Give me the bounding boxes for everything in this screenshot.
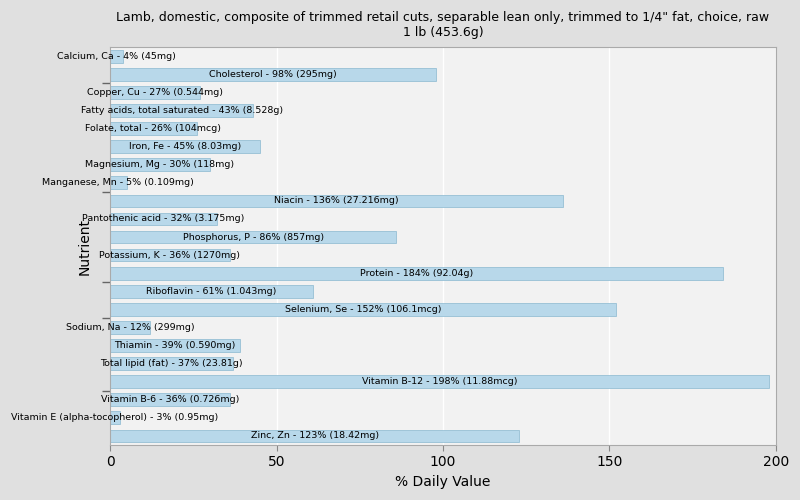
- Bar: [110, 104, 254, 117]
- Text: Riboflavin - 61% (1.043mg): Riboflavin - 61% (1.043mg): [146, 287, 277, 296]
- Text: Zinc, Zn - 123% (18.42mg): Zinc, Zn - 123% (18.42mg): [250, 432, 379, 440]
- Bar: [110, 321, 150, 334]
- Bar: [110, 394, 230, 406]
- Bar: [110, 230, 396, 243]
- Text: Vitamin B-12 - 198% (11.88mcg): Vitamin B-12 - 198% (11.88mcg): [362, 377, 518, 386]
- Bar: [110, 50, 123, 62]
- Text: Calcium, Ca - 4% (45mg): Calcium, Ca - 4% (45mg): [58, 52, 176, 61]
- X-axis label: % Daily Value: % Daily Value: [395, 475, 490, 489]
- Text: Total lipid (fat) - 37% (23.81g): Total lipid (fat) - 37% (23.81g): [100, 359, 243, 368]
- Bar: [110, 357, 234, 370]
- Text: Magnesium, Mg - 30% (118mg): Magnesium, Mg - 30% (118mg): [86, 160, 234, 169]
- Bar: [110, 176, 126, 189]
- Text: Copper, Cu - 27% (0.544mg): Copper, Cu - 27% (0.544mg): [87, 88, 223, 97]
- Text: Vitamin E (alpha-tocopherol) - 3% (0.95mg): Vitamin E (alpha-tocopherol) - 3% (0.95m…: [11, 414, 218, 422]
- Text: Sodium, Na - 12% (299mg): Sodium, Na - 12% (299mg): [66, 323, 194, 332]
- Bar: [110, 68, 436, 80]
- Title: Lamb, domestic, composite of trimmed retail cuts, separable lean only, trimmed t: Lamb, domestic, composite of trimmed ret…: [116, 11, 770, 39]
- Bar: [110, 158, 210, 171]
- Text: Vitamin B-6 - 36% (0.726mg): Vitamin B-6 - 36% (0.726mg): [101, 395, 239, 404]
- Text: Manganese, Mn - 5% (0.109mg): Manganese, Mn - 5% (0.109mg): [42, 178, 194, 188]
- Text: Fatty acids, total saturated - 43% (8.528g): Fatty acids, total saturated - 43% (8.52…: [81, 106, 282, 115]
- Bar: [110, 194, 562, 207]
- Bar: [110, 86, 200, 99]
- Bar: [110, 249, 230, 262]
- Text: Folate, total - 26% (104mcg): Folate, total - 26% (104mcg): [86, 124, 222, 133]
- Text: Iron, Fe - 45% (8.03mg): Iron, Fe - 45% (8.03mg): [129, 142, 241, 151]
- Bar: [110, 212, 217, 226]
- Bar: [110, 122, 197, 135]
- Bar: [110, 267, 722, 280]
- Text: Pantothenic acid - 32% (3.175mg): Pantothenic acid - 32% (3.175mg): [82, 214, 245, 224]
- Bar: [110, 140, 260, 153]
- Bar: [110, 303, 616, 316]
- Text: Cholesterol - 98% (295mg): Cholesterol - 98% (295mg): [210, 70, 337, 79]
- Text: Potassium, K - 36% (1270mg): Potassium, K - 36% (1270mg): [99, 250, 241, 260]
- Bar: [110, 376, 769, 388]
- Text: Selenium, Se - 152% (106.1mcg): Selenium, Se - 152% (106.1mcg): [285, 305, 442, 314]
- Text: Phosphorus, P - 86% (857mg): Phosphorus, P - 86% (857mg): [182, 232, 324, 241]
- Bar: [110, 412, 120, 424]
- Bar: [110, 339, 240, 352]
- Y-axis label: Nutrient: Nutrient: [78, 218, 91, 274]
- Bar: [110, 430, 519, 442]
- Text: Niacin - 136% (27.216mg): Niacin - 136% (27.216mg): [274, 196, 398, 205]
- Text: Protein - 184% (92.04g): Protein - 184% (92.04g): [360, 268, 473, 278]
- Text: Thiamin - 39% (0.590mg): Thiamin - 39% (0.590mg): [114, 341, 236, 350]
- Bar: [110, 285, 313, 298]
